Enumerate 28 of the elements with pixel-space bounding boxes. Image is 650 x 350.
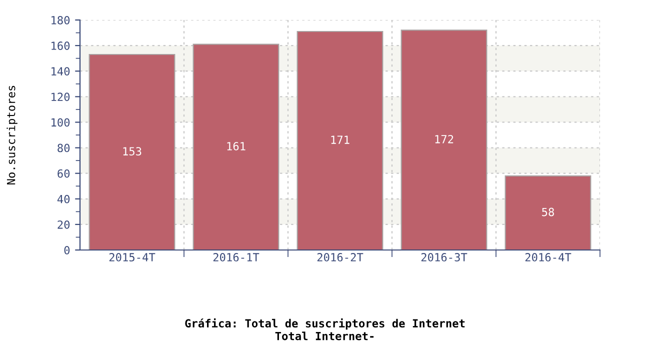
y-tick-label: 140	[52, 67, 70, 76]
x-tick-label: 2015-4T	[109, 253, 156, 262]
text: Total Internet-	[275, 332, 374, 340]
x-tick-label: 2016-3T	[421, 253, 468, 262]
bar	[400, 30, 488, 250]
y-tick-label: 60	[58, 169, 70, 178]
data-label: 153	[123, 147, 142, 156]
y-tick-label: 80	[58, 144, 70, 152]
y-tick-label: 20	[58, 220, 70, 229]
y-axis-title: No.suscriptores	[6, 86, 18, 184]
data-label: 172	[435, 134, 454, 144]
x-tick-label: 2016-4T	[525, 253, 572, 262]
text: Gráfica: Total de suscriptores de Internet	[185, 318, 465, 330]
y-tick-label: 120	[52, 92, 70, 102]
y-tick-label: 160	[52, 42, 70, 50]
y-tick-label: 100	[52, 118, 70, 127]
bar	[296, 30, 384, 250]
bar	[192, 44, 280, 250]
data-label: 171	[331, 136, 350, 144]
x-tick-label: 2016-1T	[213, 253, 260, 262]
bar	[504, 175, 592, 250]
data-label: 161	[227, 142, 246, 150]
data-label: 58	[542, 208, 554, 216]
x-tick-label: 2016-2T	[317, 253, 364, 262]
y-tick-label: 180	[52, 16, 70, 24]
y-tick-label: 40	[57, 194, 70, 204]
y-tick-label: 0	[64, 246, 70, 254]
bar	[88, 54, 176, 250]
